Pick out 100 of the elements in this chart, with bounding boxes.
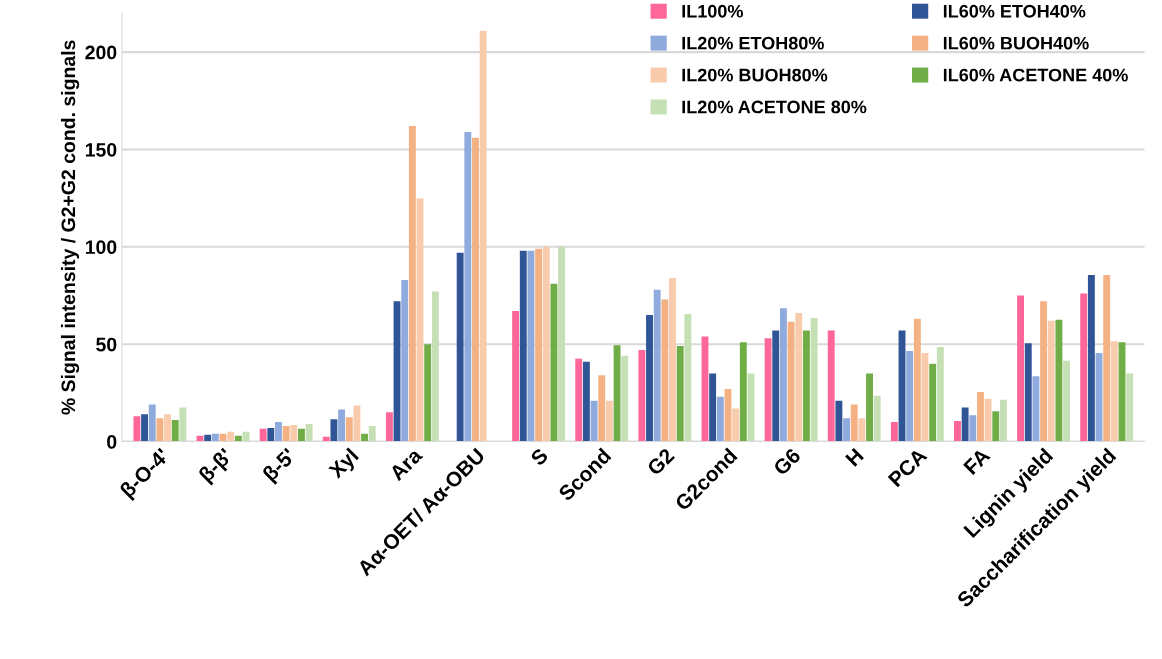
bar <box>290 424 298 442</box>
bar <box>535 248 543 442</box>
bar <box>275 422 282 442</box>
bar <box>1047 320 1055 442</box>
y-tick-label: 150 <box>85 142 117 157</box>
bar <box>1080 293 1088 442</box>
legend-label: IL100% <box>682 4 743 18</box>
bar <box>638 350 646 442</box>
bar <box>772 330 780 442</box>
legend-label: IL20% ETOH80% <box>682 36 824 50</box>
bar <box>984 398 992 442</box>
bar <box>835 400 843 442</box>
bar <box>605 400 613 442</box>
bar <box>1103 275 1111 442</box>
bar <box>575 358 583 442</box>
bar <box>802 330 810 442</box>
bar <box>519 250 527 442</box>
legend-label: IL60% ETOH40% <box>943 4 1086 18</box>
bar <box>227 431 235 442</box>
bar <box>1110 341 1118 442</box>
bar <box>527 250 535 442</box>
bar <box>613 345 621 442</box>
bar <box>456 252 464 442</box>
bar <box>298 428 305 442</box>
bar <box>368 425 376 442</box>
x-tick-label: H <box>845 447 864 467</box>
bar <box>795 313 803 442</box>
bar <box>739 342 747 442</box>
bar <box>164 414 171 442</box>
x-tick-label: S <box>529 447 549 467</box>
y-tick-label: 200 <box>85 45 117 60</box>
bar <box>338 409 346 442</box>
bar <box>305 424 313 442</box>
y-tick-label: 50 <box>96 337 117 352</box>
legend-label: IL60% BUOH40% <box>943 36 1089 50</box>
bar <box>732 408 740 442</box>
bar <box>954 421 961 442</box>
bar <box>1017 295 1025 442</box>
y-tick-label: 0 <box>107 435 117 449</box>
bar <box>141 414 148 442</box>
legend-label: IL20% ACETONE 80% <box>682 100 867 114</box>
bar <box>179 407 187 442</box>
y-tick-label: 100 <box>85 240 117 255</box>
bar <box>661 299 669 442</box>
x-tick-label: G2 <box>646 447 676 477</box>
bar <box>558 246 566 442</box>
bar <box>259 428 267 442</box>
x-tick-label: FA <box>963 447 991 475</box>
y-axis-title: % Signal intensity / G2+G2 cond. signals <box>60 40 80 415</box>
x-tick-label: Xyl <box>327 447 362 483</box>
bar <box>330 419 338 442</box>
bar <box>906 350 914 442</box>
bar <box>479 30 487 442</box>
bar <box>873 395 881 442</box>
bar <box>408 126 416 442</box>
bar <box>653 289 661 442</box>
bar <box>353 405 361 442</box>
bar <box>843 418 850 442</box>
bar <box>1040 301 1048 442</box>
bar <box>977 391 984 442</box>
bar <box>133 416 141 442</box>
bar <box>472 137 479 442</box>
bar <box>936 347 944 442</box>
bar <box>464 131 472 442</box>
bar <box>992 411 1000 442</box>
bar <box>1032 376 1040 442</box>
bar <box>810 317 818 442</box>
bar <box>913 318 921 442</box>
bar <box>684 314 692 442</box>
bar <box>211 433 219 442</box>
bar <box>156 418 164 442</box>
bar <box>361 433 369 442</box>
x-tick-label: Ara <box>388 446 424 482</box>
bar <box>787 321 795 442</box>
bar <box>550 283 558 442</box>
bar <box>542 246 550 442</box>
bar <box>385 412 393 442</box>
bar <box>850 404 858 442</box>
bar <box>282 425 290 442</box>
bar <box>1087 275 1095 442</box>
bar <box>1126 373 1134 442</box>
bar <box>267 427 275 442</box>
bar <box>827 330 835 442</box>
bar <box>1063 360 1071 442</box>
bar <box>512 311 520 442</box>
legend-label: IL60% ACETONE 40% <box>943 68 1128 82</box>
bar <box>779 308 787 442</box>
bar <box>676 346 684 442</box>
bar <box>590 400 598 442</box>
bar <box>1024 343 1032 442</box>
bar <box>961 407 969 442</box>
bar <box>709 373 717 442</box>
bar <box>424 344 432 442</box>
bar <box>764 338 772 442</box>
bar <box>598 375 606 442</box>
bar <box>716 396 724 442</box>
bar <box>401 279 409 442</box>
bar <box>646 314 653 442</box>
bar <box>582 361 590 442</box>
x-tick-label: G6 <box>772 447 802 477</box>
